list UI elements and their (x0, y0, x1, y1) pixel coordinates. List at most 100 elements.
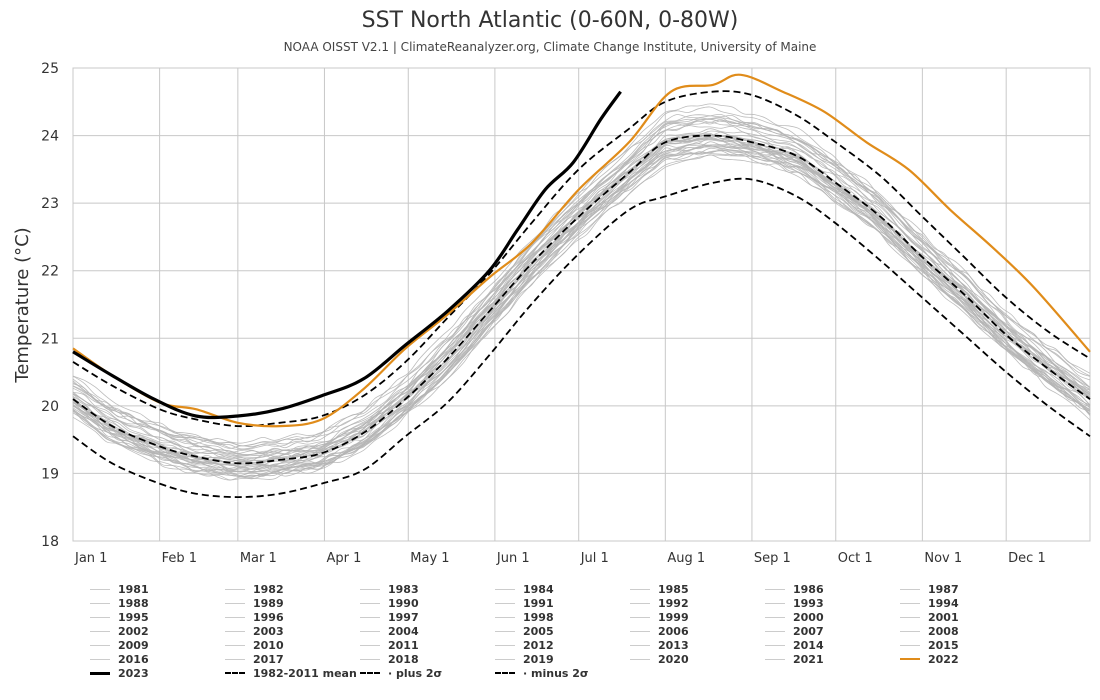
legend-item: 2014 (765, 638, 824, 652)
legend-label: 2008 (928, 624, 959, 638)
legend-swatch (360, 630, 380, 632)
x-tick-label: Jul 1 (580, 551, 609, 566)
legend-swatch (765, 658, 785, 660)
series-line-2023 (72, 90, 622, 420)
series-line-2009 (72, 134, 1091, 465)
legend-item: 2002 (90, 624, 149, 638)
legend-label: 2016 (118, 652, 149, 666)
legend-swatch (495, 644, 515, 646)
legend-label: 2003 (253, 624, 284, 638)
legend-label: 2017 (253, 652, 284, 666)
series-line-2001 (72, 134, 1091, 465)
series-line-2008 (72, 120, 1091, 455)
legend-item: 1999 (630, 610, 689, 624)
series-line-1995 (72, 145, 1091, 474)
legend-swatch (225, 588, 245, 590)
legend-item: 1993 (765, 596, 824, 610)
legend-label: 1993 (793, 596, 824, 610)
legend-item: 2022 (900, 652, 959, 666)
legend-swatch (630, 588, 650, 590)
legend-label: 2023 (118, 666, 149, 680)
legend-swatch (630, 602, 650, 604)
legend-swatch (630, 644, 650, 646)
legend-label: 2018 (388, 652, 419, 666)
legend-item: 1985 (630, 582, 689, 596)
series-line-2016 (72, 121, 1091, 447)
series-line-2018 (72, 106, 1091, 454)
series-line-plus-2 (72, 90, 1091, 428)
legend-swatch (90, 630, 110, 632)
y-tick-label: 25 (41, 61, 59, 77)
legend-item: 2008 (900, 624, 959, 638)
legend-item: 2021 (765, 652, 824, 666)
legend-swatch (90, 616, 110, 618)
legend-swatch (630, 630, 650, 632)
legend-label: 2007 (793, 624, 824, 638)
series-line-2017 (72, 118, 1091, 449)
legend-label: 2019 (523, 652, 554, 666)
legend-swatch (495, 588, 515, 590)
legend-item: 2001 (900, 610, 959, 624)
legend-swatch (765, 616, 785, 618)
legend-label: · minus 2σ (523, 666, 589, 680)
legend-item: 1990 (360, 596, 419, 610)
series-line-1988 (72, 149, 1091, 478)
series-line-2015 (72, 114, 1091, 457)
legend-item: 2003 (225, 624, 284, 638)
legend-label: 1984 (523, 582, 554, 596)
legend-label: 2004 (388, 624, 419, 638)
legend-item: 1995 (90, 610, 149, 624)
legend-label: 1988 (118, 596, 149, 610)
legend-swatch (360, 616, 380, 618)
legend-label: 1998 (523, 610, 554, 624)
legend-item: 2016 (90, 652, 149, 666)
legend-swatch (360, 672, 380, 674)
legend-label: 2014 (793, 638, 824, 652)
legend-label: 1987 (928, 582, 959, 596)
x-tick-label: Feb 1 (162, 551, 197, 566)
legend-item: 1981 (90, 582, 149, 596)
legend-swatch (225, 644, 245, 646)
x-tick-label: Sep 1 (754, 551, 791, 566)
legend-item: 1992 (630, 596, 689, 610)
legend-label: 2012 (523, 638, 554, 652)
y-tick-label: 18 (41, 534, 59, 550)
series-line-2005 (72, 134, 1091, 463)
legend-swatch (90, 671, 110, 675)
legend-swatch (765, 602, 785, 604)
legend-item: 2009 (90, 638, 149, 652)
legend-item: 1991 (495, 596, 554, 610)
x-tick-label: Jun 1 (496, 551, 530, 566)
legend-label: 1989 (253, 596, 284, 610)
x-tick-label: Oct 1 (838, 551, 873, 566)
legend-label: 1982 (253, 582, 284, 596)
highlight-series-lines (72, 73, 1091, 499)
legend-label: 1994 (928, 596, 959, 610)
legend-label: 1986 (793, 582, 824, 596)
legend-swatch (495, 616, 515, 618)
legend-swatch (495, 658, 515, 660)
legend-swatch (90, 602, 110, 604)
y-tick-label: 21 (41, 331, 59, 347)
chart-title: SST North Atlantic (0-60N, 0-80W) (361, 8, 739, 33)
x-tick-label: May 1 (410, 551, 449, 566)
series-line-minus-2 (72, 177, 1091, 499)
legend-item: 1983 (360, 582, 419, 596)
series-line-2002 (72, 134, 1091, 467)
legend-label: 2020 (658, 652, 689, 666)
series-line-2020 (72, 116, 1091, 444)
legend-label: · plus 2σ (388, 666, 443, 680)
series-line-1999 (72, 143, 1091, 472)
legend-item: 1982 (225, 582, 284, 596)
y-tick-label: 22 (41, 264, 59, 280)
axes: 18 19 20 21 22 23 24 25 Jan 1 Feb 1 Mar 1 Apr 1 May … (41, 61, 1046, 566)
legend-label: 2010 (253, 638, 284, 652)
legend-item: 2000 (765, 610, 824, 624)
legend-item: 2020 (630, 652, 689, 666)
legend-swatch (630, 658, 650, 660)
x-tick-label: Dec 1 (1008, 551, 1046, 566)
series-line-2011 (72, 130, 1091, 460)
legend-item: 1982-2011 mean (225, 666, 357, 680)
legend-label: 2015 (928, 638, 959, 652)
chart-plot: 18 19 20 21 22 23 24 25 Jan 1 Feb 1 Mar 1 Apr 1 May … (12, 61, 1091, 566)
